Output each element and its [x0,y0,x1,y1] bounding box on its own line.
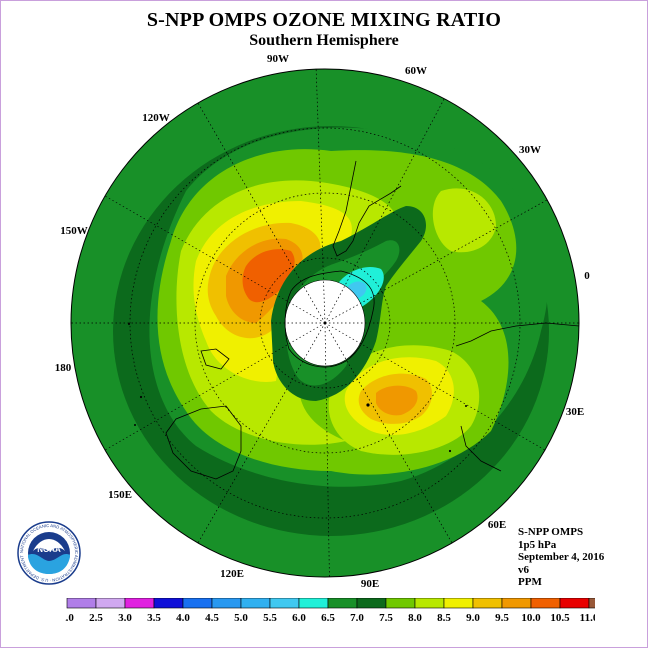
colorbar-tick-label: 9.5 [495,612,509,624]
colorbar-tick-label: 8.0 [408,612,422,624]
longitude-label-60e: 60E [488,519,506,531]
colorbar-tick-label: 7.0 [350,612,364,624]
longitude-label-30e: 30E [566,406,584,418]
colorbar-swatch [182,598,213,609]
longitude-label-150e: 150E [108,489,132,501]
colorbar-swatch [95,598,126,609]
logo-text: NOAA [37,545,61,554]
colorbar-swatch [327,598,358,609]
antarctica-coast [284,270,375,368]
colorbar-swatch [443,598,474,609]
logo-wave-icon [28,554,70,574]
colorbar-tick-label: 7.5 [379,612,393,624]
colorbar-swatch [298,598,329,609]
longitude-label-90e: 90E [361,578,379,590]
colorbar: 2.0 2.5 3.0 3.5 4.0 4.5 5.0 5.5 6.0 6.5 7.0 7.5 8.0 8… [65,598,595,624]
colorbar-swatch [269,598,300,609]
latitude-circle-3 [129,127,521,519]
south-america-coast [332,160,402,257]
figure-subtitle: Southern Hemisphere [249,32,399,49]
colorbar-tick-label: 10.5 [550,612,570,624]
colorbar-swatch [240,598,271,609]
logo-bird-icon [33,539,65,551]
coastlines [165,160,579,480]
islands [128,323,467,453]
colorbar-tick-label: 11.0 [580,612,595,624]
contour-10.0-west [242,249,295,303]
colorbar-tick-label: 10.0 [521,612,541,624]
colorbar-tick-label: 8.5 [437,612,451,624]
colorbar-swatch [124,598,155,609]
figure-title: S-NPP OMPS OZONE MIXING RATIO [146,9,502,31]
contour-9.5-east [376,385,418,416]
info-level: 1p5 hPa [518,538,557,551]
colorbar-tick-label: 4.0 [176,612,190,624]
colorbar-swatch [66,598,97,609]
colorbar-tick-label: 2.0 [65,612,74,624]
info-date: September 4, 2016 [518,551,605,563]
longitude-label-120e: 120E [220,568,244,580]
australia-coast [165,405,242,480]
colorbar-labels: 2.0 2.5 3.0 3.5 4.0 4.5 5.0 5.5 6.0 6.5 7.0 7.5 8.0 8… [65,612,595,624]
colorbar-tick-label: 4.5 [205,612,219,624]
info-block: S-NPP OMPS 1p5 hPa September 4, 2016 v6 … [518,526,604,589]
colorbar-swatch [153,598,184,609]
colorbar-tick-label: 3.0 [118,612,132,624]
colorbar-swatch [472,598,503,609]
colorbar-tick-label: 3.5 [147,612,161,624]
info-units: PPM [518,576,542,588]
longitude-label-180: 180 [55,362,72,374]
colorbar-swatches [66,598,595,609]
new-zealand-coast [200,348,230,370]
colorbar-swatch [356,598,387,609]
colorbar-swatch [588,598,595,609]
colorbar-swatch [211,598,242,609]
graticule [71,69,579,577]
colorbar-swatch [414,598,445,609]
info-version: v6 [518,563,529,576]
colorbar-tick-label: 6.5 [321,612,335,624]
colorbar-tick-label: 6.0 [292,612,306,624]
longitude-label-60w: 60W [405,65,427,77]
colorbar-tick-label: 5.0 [234,612,248,624]
longitude-label-30w: 30W [519,144,541,156]
madagascar-coast [460,425,502,472]
africa-coast [455,322,579,347]
colorbar-tick-label: 2.5 [89,612,103,624]
latitude-circle-2 [194,192,456,454]
colorbar-tick-label: 9.0 [466,612,480,624]
longitude-label-90w: 90W [267,53,289,65]
colorbar-swatch [501,598,532,609]
contour-8.0-northeast [432,188,496,253]
colorbar-swatch [559,598,590,609]
longitude-label-120w: 120W [142,112,170,124]
longitude-label-0: 0 [584,270,590,282]
colorbar-tick-label: 5.5 [263,612,277,624]
map-boundary [70,68,580,578]
info-instrument: S-NPP OMPS [518,526,584,538]
longitude-label-150w: 150W [60,225,88,237]
ozone-field [71,69,579,577]
longitude-labels: 90W 60W 30W 0 30E 60E 90E 120E 150E 180 150W 120W [55,53,591,590]
noaa-logo: NATIONAL OCEANIC AND ATMOSPHERIC ADMINIS… [17,521,81,585]
colorbar-swatch [530,598,561,609]
colorbar-swatch [385,598,416,609]
